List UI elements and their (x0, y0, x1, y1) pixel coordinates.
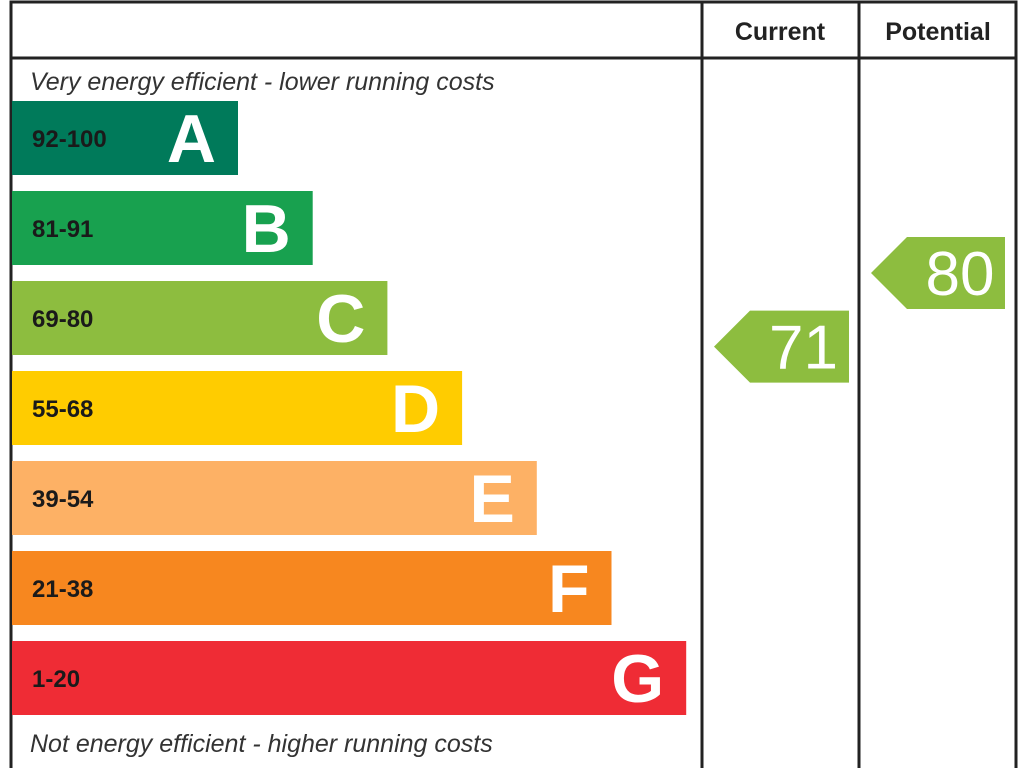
ratings-layer: 71 80 (714, 237, 1005, 383)
band-f: 21-38 F (12, 551, 612, 627)
band-e-range: 39-54 (32, 486, 94, 513)
current-rating-value: 71 (769, 314, 838, 383)
band-b: 81-91 B (12, 191, 313, 267)
band-f-letter: F (548, 551, 590, 627)
band-d-range: 55-68 (32, 396, 93, 423)
band-d-bar (12, 371, 463, 445)
band-a: 92-100 A (12, 101, 238, 177)
band-c: 69-80 C (12, 281, 388, 357)
bottom-caption: Not energy efficient - higher running co… (30, 730, 493, 758)
potential-rating-arrow (871, 237, 1005, 309)
bands-layer: 92-100 A 81-91 B 69-80 C 55-68 D 39-54 E 21-38 F 1-2… (12, 101, 687, 717)
band-g-range: 1-20 (32, 666, 80, 693)
band-e-letter: E (469, 461, 514, 537)
current-rating: 71 (714, 310, 849, 383)
band-g-bar (12, 641, 687, 715)
band-a-bar (12, 101, 238, 175)
top-caption: Very energy efficient - lower running co… (30, 68, 495, 96)
potential-rating: 80 (871, 237, 1005, 309)
band-b-letter: B (242, 191, 291, 267)
band-c-range: 69-80 (32, 306, 93, 333)
band-a-range: 92-100 (32, 126, 107, 153)
band-f-bar (12, 551, 612, 625)
chart-frame (9, 0, 1018, 768)
band-g: 1-20 G (12, 641, 687, 717)
band-f-range: 21-38 (32, 576, 93, 603)
current-column-header: Current (735, 18, 826, 46)
band-c-bar (12, 281, 388, 355)
band-e-bar (12, 461, 537, 535)
band-a-letter: A (167, 101, 216, 177)
band-d: 55-68 D (12, 371, 463, 447)
band-b-bar (12, 191, 313, 265)
potential-column-header: Potential (885, 18, 991, 46)
band-b-range: 81-91 (32, 216, 93, 243)
band-d-letter: D (391, 371, 440, 447)
band-e: 39-54 E (12, 461, 537, 537)
current-rating-arrow (714, 310, 849, 383)
potential-rating-value: 80 (926, 240, 995, 309)
band-c-letter: C (316, 281, 365, 357)
band-g-letter: G (611, 641, 664, 717)
